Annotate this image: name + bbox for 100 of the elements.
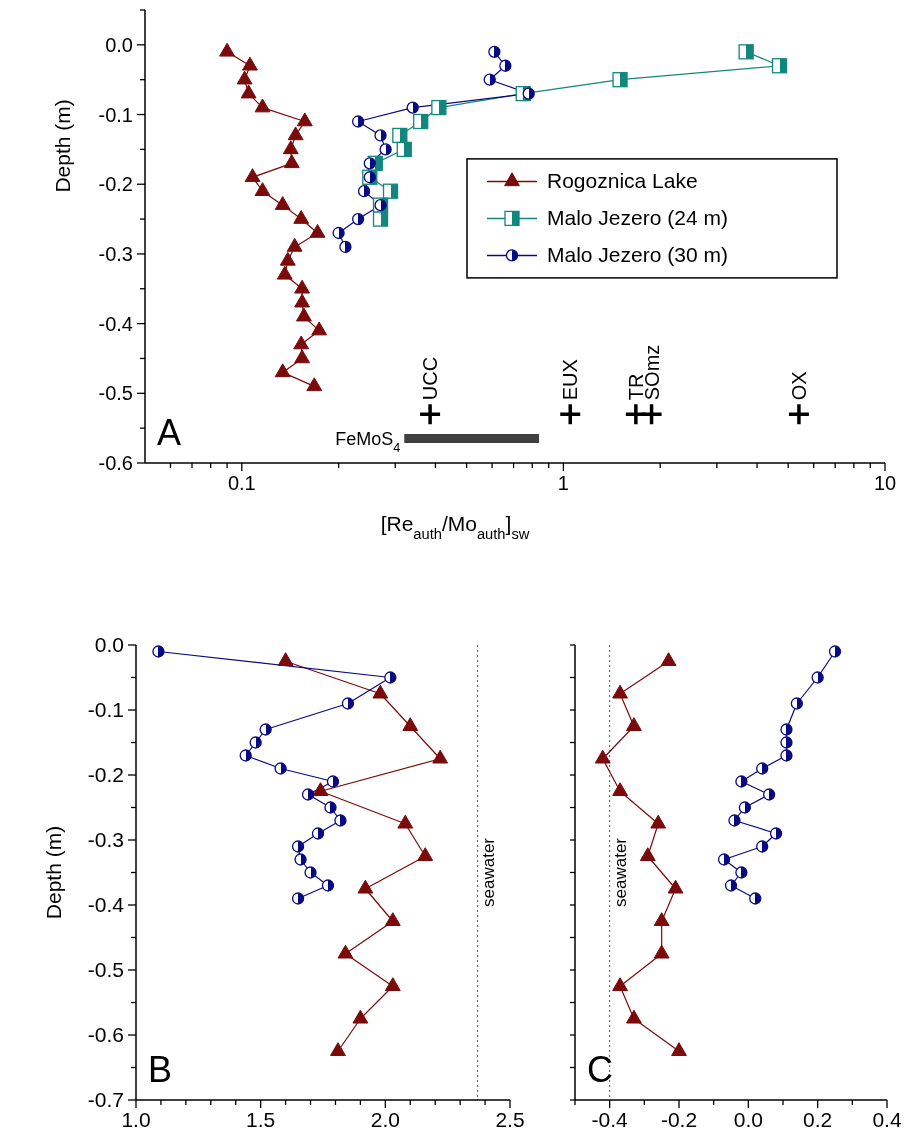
point xyxy=(397,814,414,829)
legend-label: Rogoznica Lake xyxy=(547,169,698,193)
y-tick-label: -0.6 xyxy=(98,452,133,474)
point xyxy=(301,788,315,801)
y-tick-label: -0.5 xyxy=(98,382,133,405)
point xyxy=(324,801,337,814)
x-tick-label: 0.0 xyxy=(733,1108,763,1131)
point xyxy=(432,749,449,764)
point xyxy=(337,944,354,959)
point xyxy=(357,879,374,894)
point xyxy=(780,736,793,749)
point xyxy=(402,717,419,732)
point xyxy=(239,749,252,762)
point xyxy=(384,912,401,927)
point xyxy=(274,762,287,775)
point xyxy=(352,1009,369,1024)
annotation: UCC xyxy=(419,356,442,401)
ref-line-label: seawater xyxy=(610,837,630,907)
point xyxy=(749,892,762,905)
point xyxy=(762,788,776,801)
point xyxy=(612,782,628,797)
annotation: C xyxy=(587,1049,613,1090)
point xyxy=(384,671,397,684)
point xyxy=(653,944,670,959)
y-tick-label: 0.0 xyxy=(105,33,133,56)
point xyxy=(780,723,793,736)
point xyxy=(671,1042,687,1057)
point xyxy=(291,892,305,905)
x-tick-label: 0.4 xyxy=(872,1108,902,1131)
y-tick-label: -0.2 xyxy=(98,173,133,196)
point xyxy=(594,749,611,764)
point xyxy=(769,827,783,840)
y-tick-label: -0.1 xyxy=(98,103,133,126)
point xyxy=(312,782,329,797)
point xyxy=(724,879,738,892)
point xyxy=(334,814,347,827)
x-tick-label: 1.5 xyxy=(246,1108,276,1131)
point xyxy=(735,775,748,788)
point xyxy=(756,840,769,853)
annotation: EUX xyxy=(559,359,582,401)
point xyxy=(259,723,272,736)
point xyxy=(277,652,294,667)
point xyxy=(780,749,793,762)
point xyxy=(828,645,842,658)
y-tick-label: -0.7 xyxy=(87,1088,124,1111)
ref-line-label: seawater xyxy=(478,837,498,907)
x-axis-title: [Re$_{auth}$/Mo$_{auth}$]$_{sw}$ xyxy=(380,512,530,542)
annotation: A xyxy=(157,412,182,453)
annotation: OX xyxy=(787,371,810,401)
y-tick-label: -0.4 xyxy=(98,312,133,335)
y-tick-label: -0.5 xyxy=(87,958,124,981)
point xyxy=(728,814,741,827)
y-axis-title: Depth (m) xyxy=(42,825,65,920)
y-axis-title: Depth (m) xyxy=(51,99,74,193)
point xyxy=(330,1042,346,1057)
annotation: FeMoS$_{4}$ xyxy=(335,428,401,455)
y-tick-label: 0.0 xyxy=(94,633,124,656)
x-tick-label: 10 xyxy=(873,472,897,494)
point xyxy=(372,684,389,699)
point xyxy=(291,840,305,853)
point xyxy=(639,847,656,862)
point xyxy=(790,697,804,710)
point xyxy=(667,879,684,894)
point xyxy=(341,697,355,710)
y-tick-label: -0.3 xyxy=(98,242,133,265)
point xyxy=(626,1009,642,1024)
x-tick-label: 0.1 xyxy=(227,472,256,494)
x-tick-label: -0.4 xyxy=(591,1108,629,1131)
point xyxy=(653,912,670,927)
point xyxy=(152,645,165,658)
annotation: B xyxy=(148,1049,173,1090)
point xyxy=(417,847,434,862)
point xyxy=(612,977,628,992)
legend-label: Malo Jezero (24 m) xyxy=(547,206,728,230)
point xyxy=(249,736,262,749)
point xyxy=(304,866,317,879)
y-tick-label: -0.6 xyxy=(87,1023,124,1046)
point xyxy=(717,853,731,866)
x-tick-label: -0.2 xyxy=(660,1108,698,1131)
point xyxy=(811,671,824,684)
point xyxy=(735,866,748,879)
point xyxy=(384,977,401,992)
y-tick-label: -0.1 xyxy=(87,698,124,721)
point xyxy=(311,827,325,840)
y-tick-label: -0.2 xyxy=(87,763,124,786)
point xyxy=(294,853,307,866)
point xyxy=(326,775,340,788)
x-tick-label: 1.0 xyxy=(121,1108,151,1131)
point xyxy=(626,717,642,732)
x-tick-label: 0.2 xyxy=(803,1108,833,1131)
x-tick-label: 1 xyxy=(557,472,569,494)
x-tick-label: 2.5 xyxy=(495,1108,525,1131)
point xyxy=(738,801,752,814)
y-tick-label: -0.3 xyxy=(87,828,124,851)
point xyxy=(612,684,628,699)
point xyxy=(321,879,335,892)
point xyxy=(660,652,677,667)
x-tick-label: 2.0 xyxy=(370,1108,400,1131)
y-tick-label: -0.4 xyxy=(87,893,125,916)
point xyxy=(756,762,769,775)
